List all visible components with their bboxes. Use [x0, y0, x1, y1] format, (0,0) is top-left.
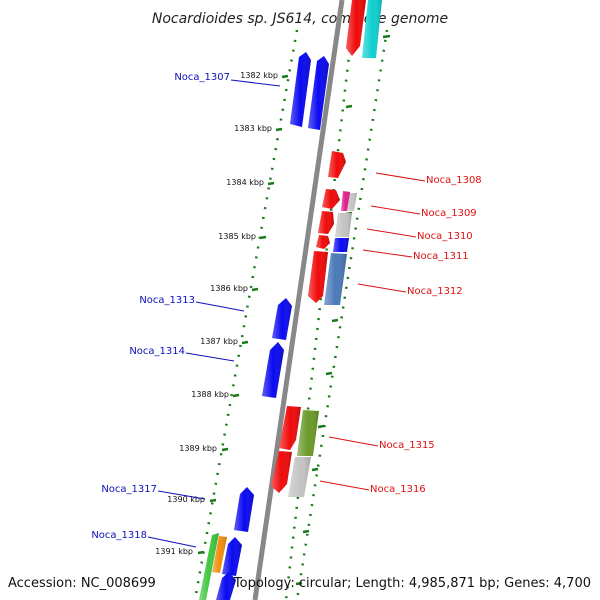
- gene-label-noca-1315[interactable]: Noca_1315: [379, 440, 435, 451]
- gene-label-noca-1318[interactable]: Noca_1318: [91, 530, 147, 541]
- topology-text: Topology: circular; Length: 4,985,871 bp…: [233, 576, 591, 591]
- outer-right-track: [295, 29, 389, 600]
- gene-arrow[interactable]: [288, 457, 311, 497]
- gene-label-noca-1314[interactable]: Noca_1314: [129, 346, 185, 357]
- label-leader-line: [362, 249, 413, 258]
- kbp-tick: [281, 74, 289, 79]
- label-leader-line: [319, 480, 370, 491]
- gene-label-noca-1312[interactable]: Noca_1312: [407, 286, 463, 297]
- label-leader-line: [230, 79, 281, 87]
- gene-arrow[interactable]: [322, 189, 340, 209]
- kbp-tick: [232, 393, 240, 398]
- label-leader-line: [195, 301, 245, 312]
- kbp-label: 1388 kbp: [191, 390, 229, 399]
- gene-arrow[interactable]: [262, 342, 284, 398]
- label-leader-line: [328, 436, 379, 447]
- gene-label-noca-1317[interactable]: Noca_1317: [101, 484, 157, 495]
- accession-text: Accession: NC_008699: [8, 576, 156, 591]
- track-tick: [331, 318, 339, 323]
- track-tick: [345, 104, 353, 109]
- kbp-label: 1385 kbp: [218, 232, 256, 241]
- label-leader-line: [375, 172, 426, 182]
- reverse-strand-genes: [199, 52, 329, 600]
- track-tick: [317, 424, 325, 429]
- track-tick: [295, 581, 303, 586]
- gene-arrow[interactable]: [346, 0, 366, 56]
- gene-arrow[interactable]: [297, 410, 319, 456]
- map-title: Nocardioides sp. JS614, complete genome: [152, 11, 448, 27]
- track-tick: [302, 529, 310, 534]
- track-tick: [311, 467, 319, 472]
- left-gene-labels: Noca_1307 Noca_1313 Noca_1314 Noca_1317 …: [91, 72, 281, 548]
- kbp-label: 1391 kbp: [155, 547, 193, 556]
- kbp-tick: [267, 181, 275, 186]
- gene-arrow[interactable]: [308, 251, 328, 303]
- kbp-label: 1386 kbp: [210, 284, 248, 293]
- kbp-label: 1384 kbp: [226, 178, 264, 187]
- gene-arrow[interactable]: [316, 235, 330, 249]
- kbp-tick: [221, 447, 229, 452]
- kbp-tick: [241, 340, 249, 345]
- right-gene-labels: Noca_1308 Noca_1309 Noca_1310 Noca_1311 …: [319, 172, 482, 495]
- label-leader-line: [157, 490, 206, 500]
- kbp-tick: [209, 498, 217, 503]
- gene-label-noca-1309[interactable]: Noca_1309: [421, 208, 477, 219]
- label-leader-line: [357, 283, 407, 293]
- gene-arrow[interactable]: [362, 0, 382, 58]
- kbp-label: 1390 kbp: [167, 495, 205, 504]
- gene-label-noca-1311[interactable]: Noca_1311: [413, 251, 469, 262]
- kbp-tick: [275, 127, 283, 132]
- kbp-label: 1383 kbp: [234, 124, 272, 133]
- gene-arrow[interactable]: [290, 52, 311, 127]
- label-leader-line: [366, 228, 417, 238]
- gene-arrow[interactable]: [318, 211, 334, 234]
- label-leader-line: [185, 352, 235, 362]
- kbp-label: 1387 kbp: [200, 337, 238, 346]
- label-leader-line: [147, 536, 197, 548]
- kbp-label: 1389 kbp: [179, 444, 217, 453]
- gene-arrow[interactable]: [328, 151, 346, 178]
- gene-label-noca-1307[interactable]: Noca_1307: [174, 72, 230, 83]
- gene-arrow[interactable]: [234, 487, 254, 532]
- gene-label-noca-1308[interactable]: Noca_1308: [426, 175, 482, 186]
- track-tick: [382, 34, 391, 39]
- gene-arrow[interactable]: [333, 238, 349, 252]
- kbp-tick: [259, 235, 267, 240]
- kbp-scale: 1382 kbp 1383 kbp 1384 kbp 1385 kbp 1386…: [155, 34, 391, 586]
- kbp-label: 1382 kbp: [240, 71, 278, 80]
- gene-label-noca-1316[interactable]: Noca_1316: [370, 484, 426, 495]
- kbp-tick: [197, 550, 205, 555]
- gene-arrow[interactable]: [335, 213, 352, 237]
- gene-label-noca-1313[interactable]: Noca_1313: [139, 295, 195, 306]
- track-tick: [325, 371, 333, 376]
- gene-arrow[interactable]: [272, 298, 292, 340]
- label-leader-line: [370, 205, 421, 215]
- kbp-tick: [251, 287, 259, 292]
- gene-label-noca-1310[interactable]: Noca_1310: [417, 231, 473, 242]
